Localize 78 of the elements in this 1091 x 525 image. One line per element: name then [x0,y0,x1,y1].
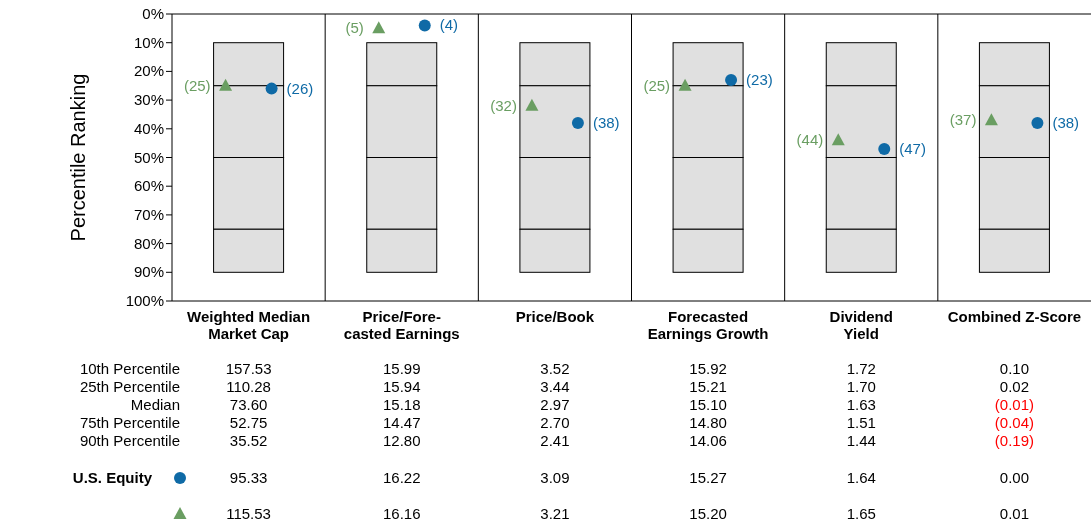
text: 14.06 [689,432,727,449]
text: 12.80 [382,432,421,449]
text: 2.41 [540,432,570,449]
x-tick-label: Forecasted Earnings Growth [647,308,769,342]
text: 15.27 [689,469,727,486]
text: 15.20 [689,505,727,522]
category-label: 10th Percentile [79,360,180,377]
category-label: 75th Percentile [79,414,180,431]
y-tick-label: 60% [133,177,164,195]
text: 15.94 [382,378,421,395]
x-tick-label: Weighted Median Market Cap [187,308,311,342]
y-tick-label: 0% [142,5,164,22]
y-tick-label: 10% [133,33,164,51]
text: 3.44 [540,378,570,395]
text: 1.63 [846,396,876,413]
text: 0.10 [999,360,1030,377]
data-label: (32) [490,96,517,114]
data-label: (47) [899,139,926,157]
text: 1.70 [846,378,876,395]
text: 15.10 [689,396,727,413]
x-tick-label: Price/Book [515,308,595,325]
text: 1.64 [846,469,876,486]
x-tick-label: Dividend Yield [829,308,893,342]
text: 15.21 [689,378,727,395]
text: 2.70 [540,414,570,431]
text: (0.04) [994,414,1035,431]
data-label: (38) [592,114,620,132]
text: 157.53 [225,360,272,377]
text: 73.60 [229,396,268,413]
text: 3.52 [540,360,570,377]
text: 52.75 [229,414,268,431]
y-tick-label: 50% [133,148,164,166]
text: 95.33 [229,469,268,486]
data-label: (44) [796,131,824,149]
data-label: (25) [183,76,211,94]
y-tick-label: 90% [133,263,164,281]
category-label: 25th Percentile [79,378,180,395]
text: 1.44 [846,432,876,449]
x-tick-label: Combined Z-Score [947,308,1082,325]
category-label: Median [130,396,180,413]
x-tick-label: Price/Fore- casted Earnings [343,308,460,342]
text: 14.47 [382,414,421,431]
text: 0.00 [999,469,1030,486]
data-label: (38) [1052,114,1080,132]
text: 15.92 [689,360,727,377]
text: (0.01) [994,396,1035,413]
y-axis-title: Percentile Ranking [67,73,89,242]
y-tick-label: 80% [133,234,164,252]
text: 115.53 [226,505,271,522]
data-label: (25) [643,76,671,94]
text: 16.22 [382,469,421,486]
data-label: (5) [345,19,364,37]
data-label: (26) [286,79,314,97]
text: 3.09 [540,469,570,486]
text: 110.28 [226,378,271,395]
text: 3.21 [540,505,570,522]
y-tick-label: 100% [125,292,164,309]
data-label: (37) [949,111,977,129]
y-tick-label: 30% [133,91,164,109]
text: 15.99 [382,360,421,377]
data-label: (23) [746,71,773,89]
y-tick-label: 70% [133,205,164,223]
text: 0.02 [999,378,1030,395]
data-label: (4) [439,16,459,34]
text: 16.16 [382,505,421,522]
y-tick-label: 20% [133,62,164,80]
text: 1.51 [846,414,876,431]
legend-label: U.S. Equity [72,469,153,486]
text: (0.19) [994,432,1035,449]
text: 0.01 [999,505,1030,522]
text: 35.52 [229,432,268,449]
category-label: 90th Percentile [79,432,180,449]
text: 15.18 [382,396,421,413]
text: 14.80 [689,414,727,431]
text: 1.65 [846,505,876,522]
text: 1.72 [846,360,876,377]
y-tick-label: 40% [133,119,164,137]
text: 2.97 [540,396,570,413]
